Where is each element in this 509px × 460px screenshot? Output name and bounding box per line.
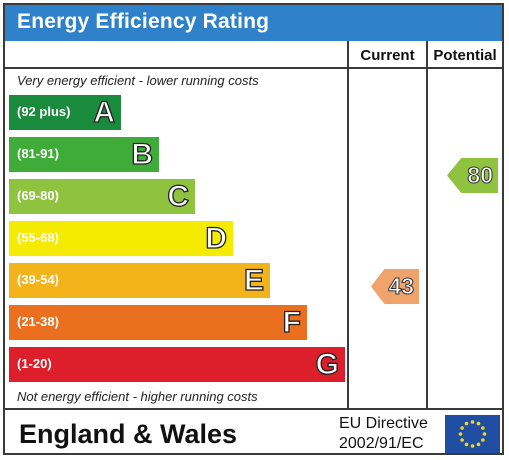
band-range-label: (1-20)	[17, 356, 52, 371]
band-range-label: (55-68)	[17, 230, 59, 245]
band-letter: G	[315, 347, 340, 381]
band-e: (39-54) E	[9, 263, 270, 298]
flag-star-icon	[464, 421, 469, 426]
directive-line-1: EU Directive	[339, 415, 428, 432]
chart-header: Energy Efficiency Rating	[5, 5, 502, 41]
band-letter: D	[205, 221, 228, 255]
potential-rating-value: 80	[467, 162, 494, 189]
potential-column-divider	[426, 41, 428, 410]
potential-column-header: Potential	[433, 47, 497, 64]
band-a: (92 plus) A	[9, 95, 121, 130]
region-label: England & Wales	[19, 419, 238, 449]
current-column-header: Current	[360, 47, 415, 64]
band-g: (1-20) G	[9, 347, 345, 382]
flag-star-icon	[476, 442, 481, 447]
flag-star-icon	[481, 438, 485, 442]
footer-divider	[5, 408, 502, 410]
directive-line-2: 2002/91/EC	[339, 435, 424, 452]
band-letter: C	[167, 179, 190, 213]
flag-star-icon	[460, 438, 464, 442]
band-d: (55-68) D	[9, 221, 233, 256]
bottom-efficiency-note: Not energy efficient - higher running co…	[17, 389, 258, 404]
band-range-label: (69-80)	[17, 188, 59, 203]
chart-title: Energy Efficiency Rating	[17, 10, 270, 33]
flag-star-icon	[470, 444, 475, 448]
flag-star-icon	[458, 432, 463, 436]
band-c: (69-80) C	[9, 179, 195, 214]
potential-rating-arrow: 80	[447, 158, 498, 193]
band-b: (81-91) B	[9, 137, 159, 172]
flag-star-icon	[470, 420, 475, 424]
top-efficiency-note: Very energy efficient - lower running co…	[17, 73, 259, 88]
band-range-label: (21-38)	[17, 314, 59, 329]
column-header-divider	[5, 67, 502, 69]
eu-flag-icon	[445, 415, 500, 453]
flag-star-icon	[481, 426, 485, 430]
flag-star-icon	[464, 442, 469, 447]
band-range-label: (39-54)	[17, 272, 59, 287]
energy-rating-chart: Energy Efficiency Rating Current Potenti…	[3, 3, 504, 455]
current-rating-value: 43	[388, 273, 415, 300]
flag-star-icon	[482, 432, 487, 436]
band-letter: A	[93, 95, 116, 129]
flag-star-icon	[460, 426, 464, 430]
band-range-label: (92 plus)	[17, 104, 71, 119]
band-f: (21-38) F	[9, 305, 307, 340]
band-range-label: (81-91)	[17, 146, 59, 161]
flag-star-icon	[476, 421, 481, 426]
current-rating-arrow: 43	[371, 269, 419, 304]
band-letter: B	[131, 137, 154, 171]
band-letter: E	[243, 263, 264, 297]
current-column-divider	[347, 41, 349, 410]
band-letter: F	[282, 305, 302, 339]
eu-directive: EU Directive 2002/91/EC	[339, 414, 428, 454]
